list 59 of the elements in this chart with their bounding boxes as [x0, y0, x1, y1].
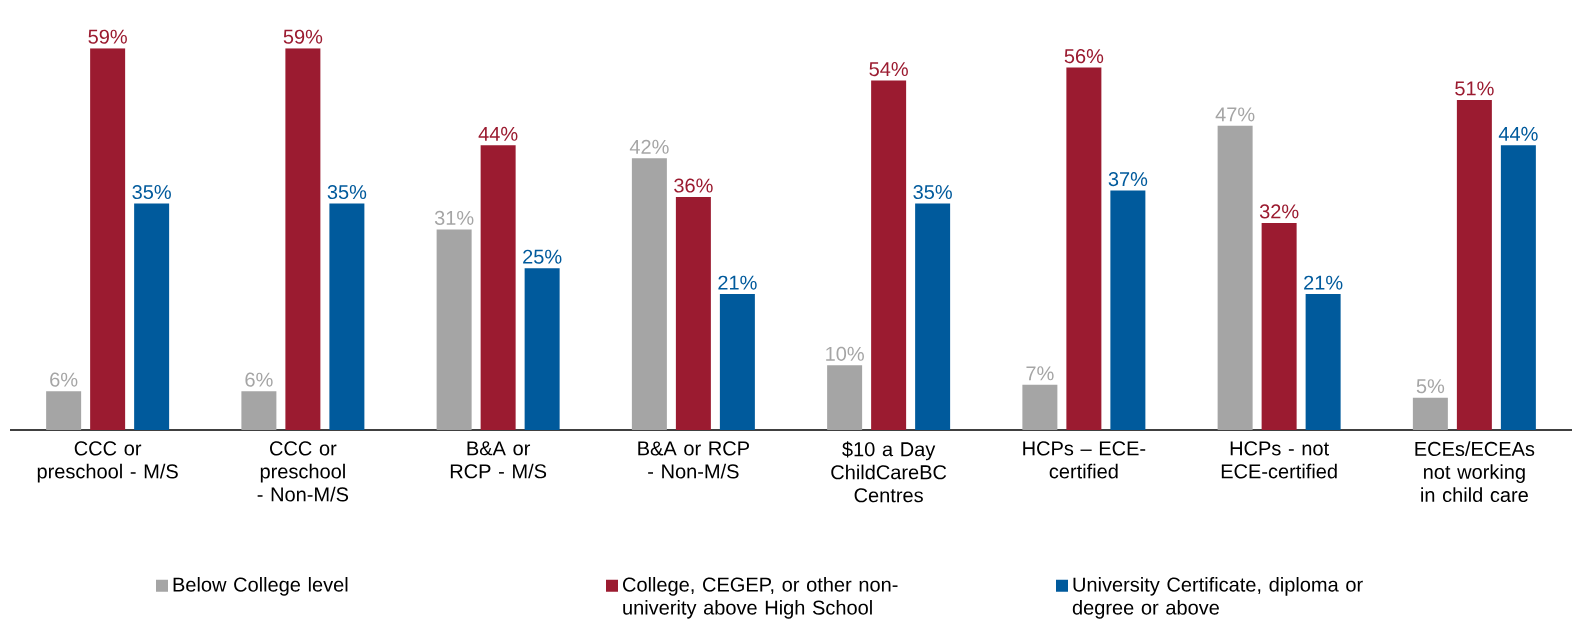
bar — [719, 294, 755, 430]
data-label: 56% — [1064, 49, 1104, 64]
legend-label: University Certificate, diploma or degree or above — [1072, 577, 1363, 619]
legend-label: Below College level — [173, 577, 348, 596]
data-label: 6% — [50, 372, 78, 387]
bar — [285, 48, 321, 430]
legend-label: College, CEGEP, or other non-univerity above High School — [623, 577, 898, 619]
bar — [1066, 67, 1102, 430]
data-label: 35% — [132, 184, 171, 200]
x-tick-label: B&A or RCP - M/S — [450, 441, 547, 479]
data-label: 10% — [826, 346, 864, 361]
data-label: 36% — [674, 178, 713, 193]
bar — [436, 229, 472, 430]
bar — [480, 145, 516, 430]
bar — [827, 365, 863, 430]
data-label: 44% — [478, 126, 518, 141]
x-tick-label: CCC or preschool - M/S — [37, 441, 178, 483]
data-label: 47% — [1215, 107, 1255, 122]
data-label: 5% — [1416, 379, 1445, 394]
bar — [1261, 222, 1297, 430]
x-tick-label: ECEs/ECEAs not working in child care — [1415, 441, 1535, 503]
data-label: 35% — [327, 184, 367, 200]
bar — [1500, 145, 1536, 430]
bar — [871, 80, 907, 430]
data-label: 54% — [869, 62, 908, 77]
data-label: 21% — [718, 275, 757, 290]
data-label: 25% — [523, 249, 562, 264]
x-tick-label: $10 a Day ChildCareBC Centres — [831, 441, 947, 503]
data-label: 42% — [629, 139, 669, 154]
x-tick-label: CCC or preschool - Non-M/S — [257, 441, 349, 502]
bar — [1412, 397, 1448, 430]
data-label: 21% — [1304, 275, 1343, 290]
bar — [1217, 125, 1253, 430]
bar — [329, 203, 365, 430]
data-label: 7% — [1026, 366, 1054, 381]
bar — [675, 197, 711, 430]
data-label: 59% — [283, 29, 323, 44]
bar — [524, 268, 560, 430]
data-label: 32% — [1259, 204, 1299, 219]
data-label: 44% — [1498, 126, 1538, 141]
bar — [1022, 384, 1058, 430]
data-label: 51% — [1455, 81, 1494, 96]
x-tick-label: HCPs - not ECE-certified — [1221, 441, 1337, 479]
data-label: 35% — [913, 184, 952, 200]
bar — [1110, 190, 1146, 430]
data-label: 6% — [245, 372, 273, 387]
data-label: 31% — [434, 210, 474, 225]
bar — [241, 391, 277, 430]
bar — [1456, 99, 1492, 430]
x-tick-label: B&A or RCP - Non-M/S — [638, 441, 749, 479]
bar — [915, 203, 951, 430]
bar — [134, 203, 170, 430]
bar — [90, 48, 126, 430]
bar — [631, 158, 667, 430]
x-tick-label: HCPs – ECE-certified — [1023, 441, 1146, 479]
bar — [1305, 294, 1341, 430]
data-label: 37% — [1108, 172, 1148, 187]
data-label: 59% — [88, 29, 127, 44]
bar — [46, 391, 82, 430]
